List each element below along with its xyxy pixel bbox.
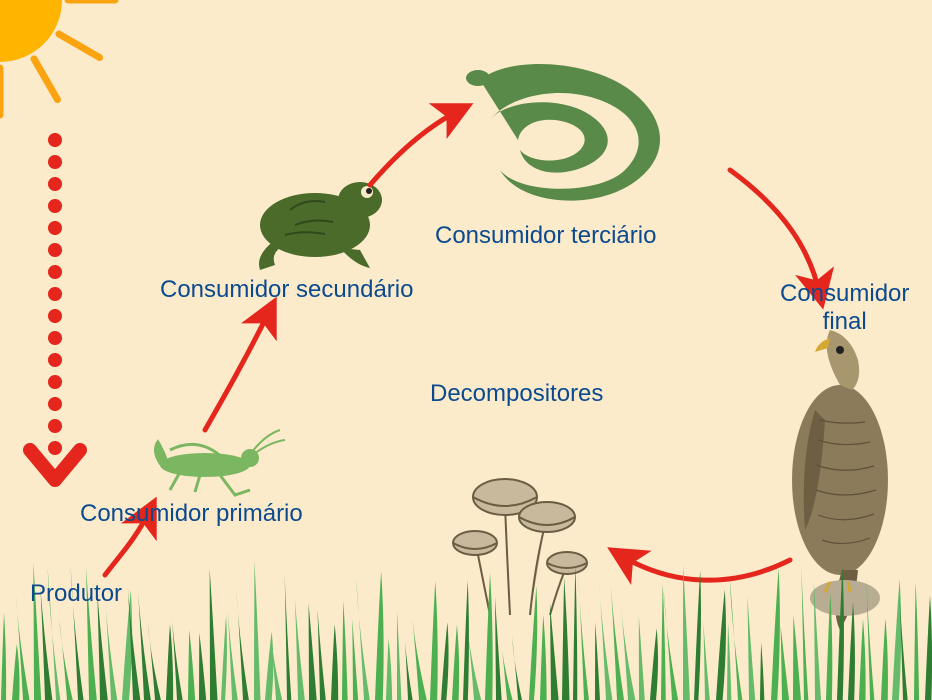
label-secundario: Consumidor secundário (160, 276, 413, 304)
label-final: Consumidor final (780, 280, 909, 336)
label-final-line1: Consumidor (780, 280, 909, 307)
diagram-canvas (0, 0, 932, 700)
label-produtor: Produtor (30, 580, 122, 608)
label-primario: Consumidor primário (80, 500, 303, 528)
label-decompositores: Decompositores (430, 380, 603, 408)
background (0, 0, 932, 700)
label-terciario: Consumidor terciário (435, 222, 656, 250)
label-final-line2: final (823, 308, 867, 335)
food-chain-diagram: Produtor Consumidor primário Consumidor … (0, 0, 932, 700)
